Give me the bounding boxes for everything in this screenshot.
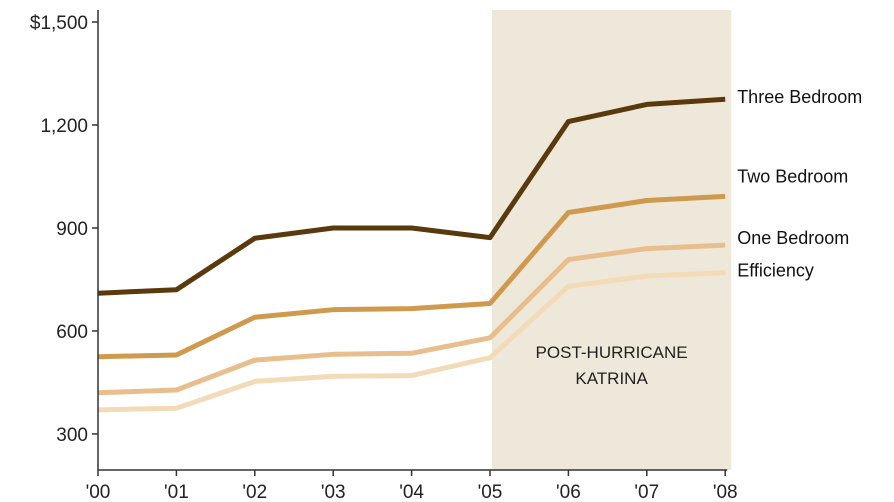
series-line-three-bedroom xyxy=(97,96,726,296)
y-tick-label: 600 xyxy=(56,322,88,343)
series-label-efficiency: Efficiency xyxy=(737,261,814,281)
y-tick-label: 1,200 xyxy=(40,116,88,137)
x-tick-label: '03 xyxy=(321,482,346,502)
x-tick-label: '08 xyxy=(713,482,738,502)
x-tick-label: '04 xyxy=(399,482,424,502)
series-line-two-bedroom xyxy=(97,193,726,360)
series-line-one-bedroom xyxy=(97,242,726,396)
x-tick-label: '00 xyxy=(86,482,111,502)
series-labels: Three Bedroom Two Bedroom One Bedroom Effic… xyxy=(737,87,862,280)
series-label-three-bedroom: Three Bedroom xyxy=(737,87,862,107)
series-line-efficiency xyxy=(97,270,726,413)
band-label-line-2: KATRINA xyxy=(575,369,648,388)
x-axis-ticks: '00 '01 '02 '03 '04 '05 '06 '07 '08 xyxy=(86,470,738,502)
y-tick-label: 900 xyxy=(56,219,88,240)
x-tick-label: '01 xyxy=(164,482,189,502)
post-hurricane-band xyxy=(492,10,732,470)
y-tick-label: $1,500 xyxy=(30,13,88,34)
y-tick-label: 300 xyxy=(56,425,88,446)
x-tick-label: '02 xyxy=(242,482,267,502)
y-axis-ticks: 300 600 900 1,200 $1,500 xyxy=(30,13,98,446)
band-label-line-1: POST-HURRICANE xyxy=(536,343,688,362)
x-tick-label: '05 xyxy=(478,482,503,502)
x-tick-label: '07 xyxy=(634,482,659,502)
series-group xyxy=(97,96,726,413)
series-label-one-bedroom: One Bedroom xyxy=(737,228,849,248)
series-label-two-bedroom: Two Bedroom xyxy=(737,166,848,186)
x-tick-label: '06 xyxy=(556,482,581,502)
